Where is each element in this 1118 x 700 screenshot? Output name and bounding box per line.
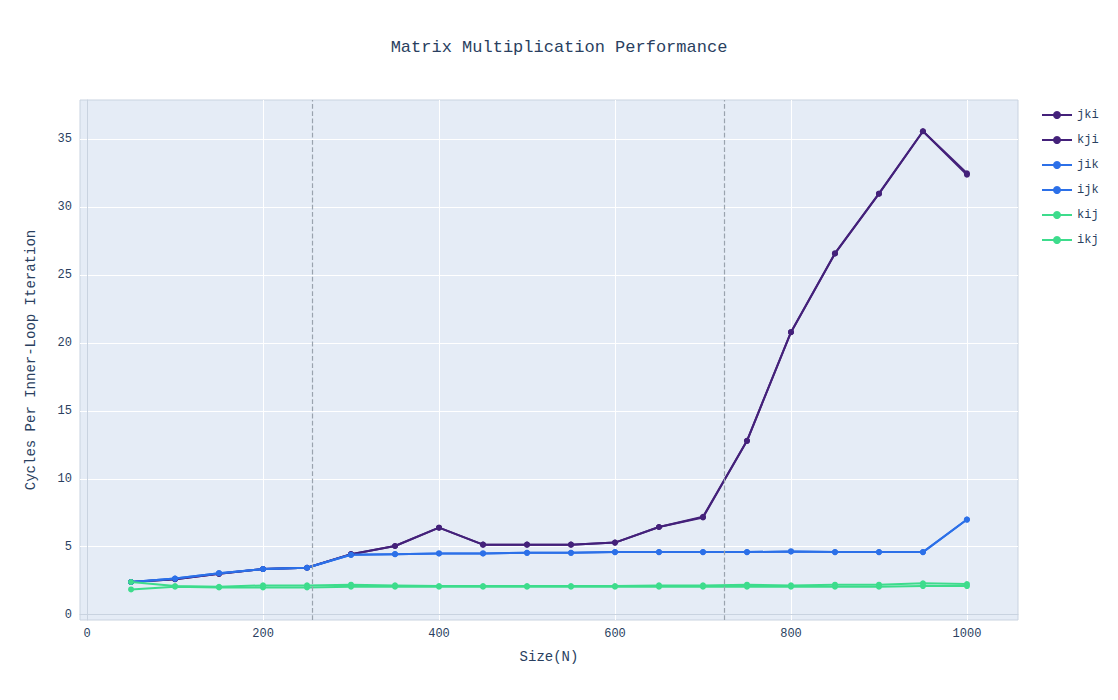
svg-text:jki: jki	[1077, 108, 1099, 122]
svg-text:200: 200	[252, 627, 274, 641]
svg-text:10: 10	[58, 472, 72, 486]
svg-text:400: 400	[428, 627, 450, 641]
svg-text:ijk: ijk	[1077, 183, 1099, 197]
svg-text:30: 30	[58, 200, 72, 214]
svg-text:Matrix Multiplication Performa: Matrix Multiplication Performance	[391, 38, 728, 57]
svg-text:0: 0	[83, 627, 90, 641]
svg-text:5: 5	[65, 540, 72, 554]
svg-text:35: 35	[58, 132, 72, 146]
svg-text:jik: jik	[1077, 158, 1099, 172]
svg-text:0: 0	[65, 608, 72, 622]
svg-text:20: 20	[58, 336, 72, 350]
svg-text:Cycles Per Inner-Loop Iteratio: Cycles Per Inner-Loop Iteration	[23, 230, 39, 490]
svg-text:25: 25	[58, 268, 72, 282]
svg-text:kji: kji	[1077, 133, 1099, 147]
svg-text:15: 15	[58, 404, 72, 418]
svg-text:kij: kij	[1077, 208, 1099, 222]
svg-text:Size(N): Size(N)	[520, 649, 579, 665]
svg-text:1000: 1000	[953, 627, 982, 641]
svg-text:800: 800	[780, 627, 802, 641]
svg-text:ikj: ikj	[1077, 233, 1099, 247]
svg-text:600: 600	[604, 627, 626, 641]
